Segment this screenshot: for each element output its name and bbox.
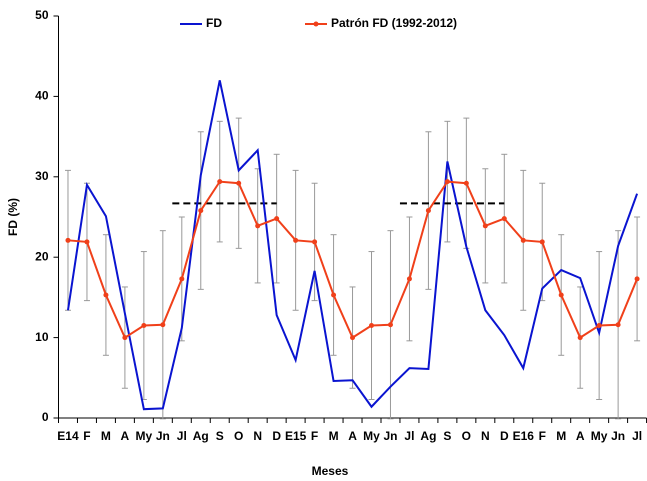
x-tick-label: D <box>500 429 509 443</box>
x-tick-label: N <box>253 429 262 443</box>
point <box>425 208 431 214</box>
point <box>198 208 204 214</box>
point <box>350 335 356 341</box>
point <box>444 179 450 185</box>
x-tick-label: D <box>272 429 281 443</box>
x-tick-label: E16 <box>513 429 535 443</box>
point <box>274 216 280 222</box>
point <box>84 239 90 245</box>
point <box>406 276 412 282</box>
x-tick-label: M <box>556 429 566 443</box>
y-tick-label: 40 <box>35 89 49 103</box>
x-tick-label: F <box>539 429 546 443</box>
point <box>236 180 242 186</box>
point <box>331 292 337 298</box>
x-tick-label: Jl <box>177 429 187 443</box>
x-tick-label: Jl <box>404 429 414 443</box>
point <box>539 239 545 245</box>
point <box>65 237 71 243</box>
x-tick-label: M <box>329 429 339 443</box>
x-tick-label: A <box>121 429 130 443</box>
x-tick-label: A <box>348 429 357 443</box>
x-tick-label: F <box>83 429 90 443</box>
x-tick-label: A <box>576 429 585 443</box>
point <box>558 292 564 298</box>
y-tick-label: 10 <box>35 330 49 344</box>
x-tick-label: Jn <box>383 429 397 443</box>
point <box>577 335 583 341</box>
series-line <box>66 80 639 411</box>
legend-marker <box>313 21 319 27</box>
x-tick-label: Jl <box>632 429 642 443</box>
point <box>293 237 299 243</box>
x-tick-label: F <box>311 429 318 443</box>
x-tick-label: M <box>101 429 111 443</box>
y-tick-label: 50 <box>35 8 49 22</box>
point <box>103 292 109 298</box>
x-tick-label: E15 <box>285 429 307 443</box>
x-axis-label: Meses <box>312 464 349 478</box>
x-tick-label: My <box>363 429 380 443</box>
y-tick-label: 20 <box>35 249 49 263</box>
point <box>369 323 375 329</box>
x-tick-label: O <box>462 429 471 443</box>
legend-label: FD <box>206 16 222 30</box>
point <box>141 323 147 329</box>
point <box>615 322 621 328</box>
x-tick-label: Jn <box>156 429 170 443</box>
point <box>463 180 469 186</box>
point <box>160 322 166 328</box>
point <box>312 239 318 245</box>
x-tick-label: E14 <box>57 429 79 443</box>
point <box>179 276 185 282</box>
x-tick-label: Ag <box>420 429 436 443</box>
point <box>255 223 261 229</box>
y-tick-label: 0 <box>42 410 49 424</box>
x-tick-label: Ag <box>193 429 209 443</box>
x-tick-label: O <box>234 429 243 443</box>
y-tick-label: 30 <box>35 169 49 183</box>
x-tick-label: N <box>481 429 490 443</box>
point <box>482 223 488 229</box>
x-tick-label: Jn <box>611 429 625 443</box>
legend-label: Patrón FD (1992-2012) <box>331 16 457 30</box>
x-tick-label: My <box>591 429 608 443</box>
point <box>501 216 507 222</box>
point <box>122 335 128 341</box>
point <box>596 323 602 329</box>
y-axis-label: FD (%) <box>6 198 20 236</box>
x-tick-label: S <box>443 429 451 443</box>
point <box>387 322 393 328</box>
x-tick-label: My <box>136 429 153 443</box>
x-tick-label: S <box>216 429 224 443</box>
point <box>634 276 640 282</box>
point <box>217 179 223 185</box>
point <box>520 237 526 243</box>
